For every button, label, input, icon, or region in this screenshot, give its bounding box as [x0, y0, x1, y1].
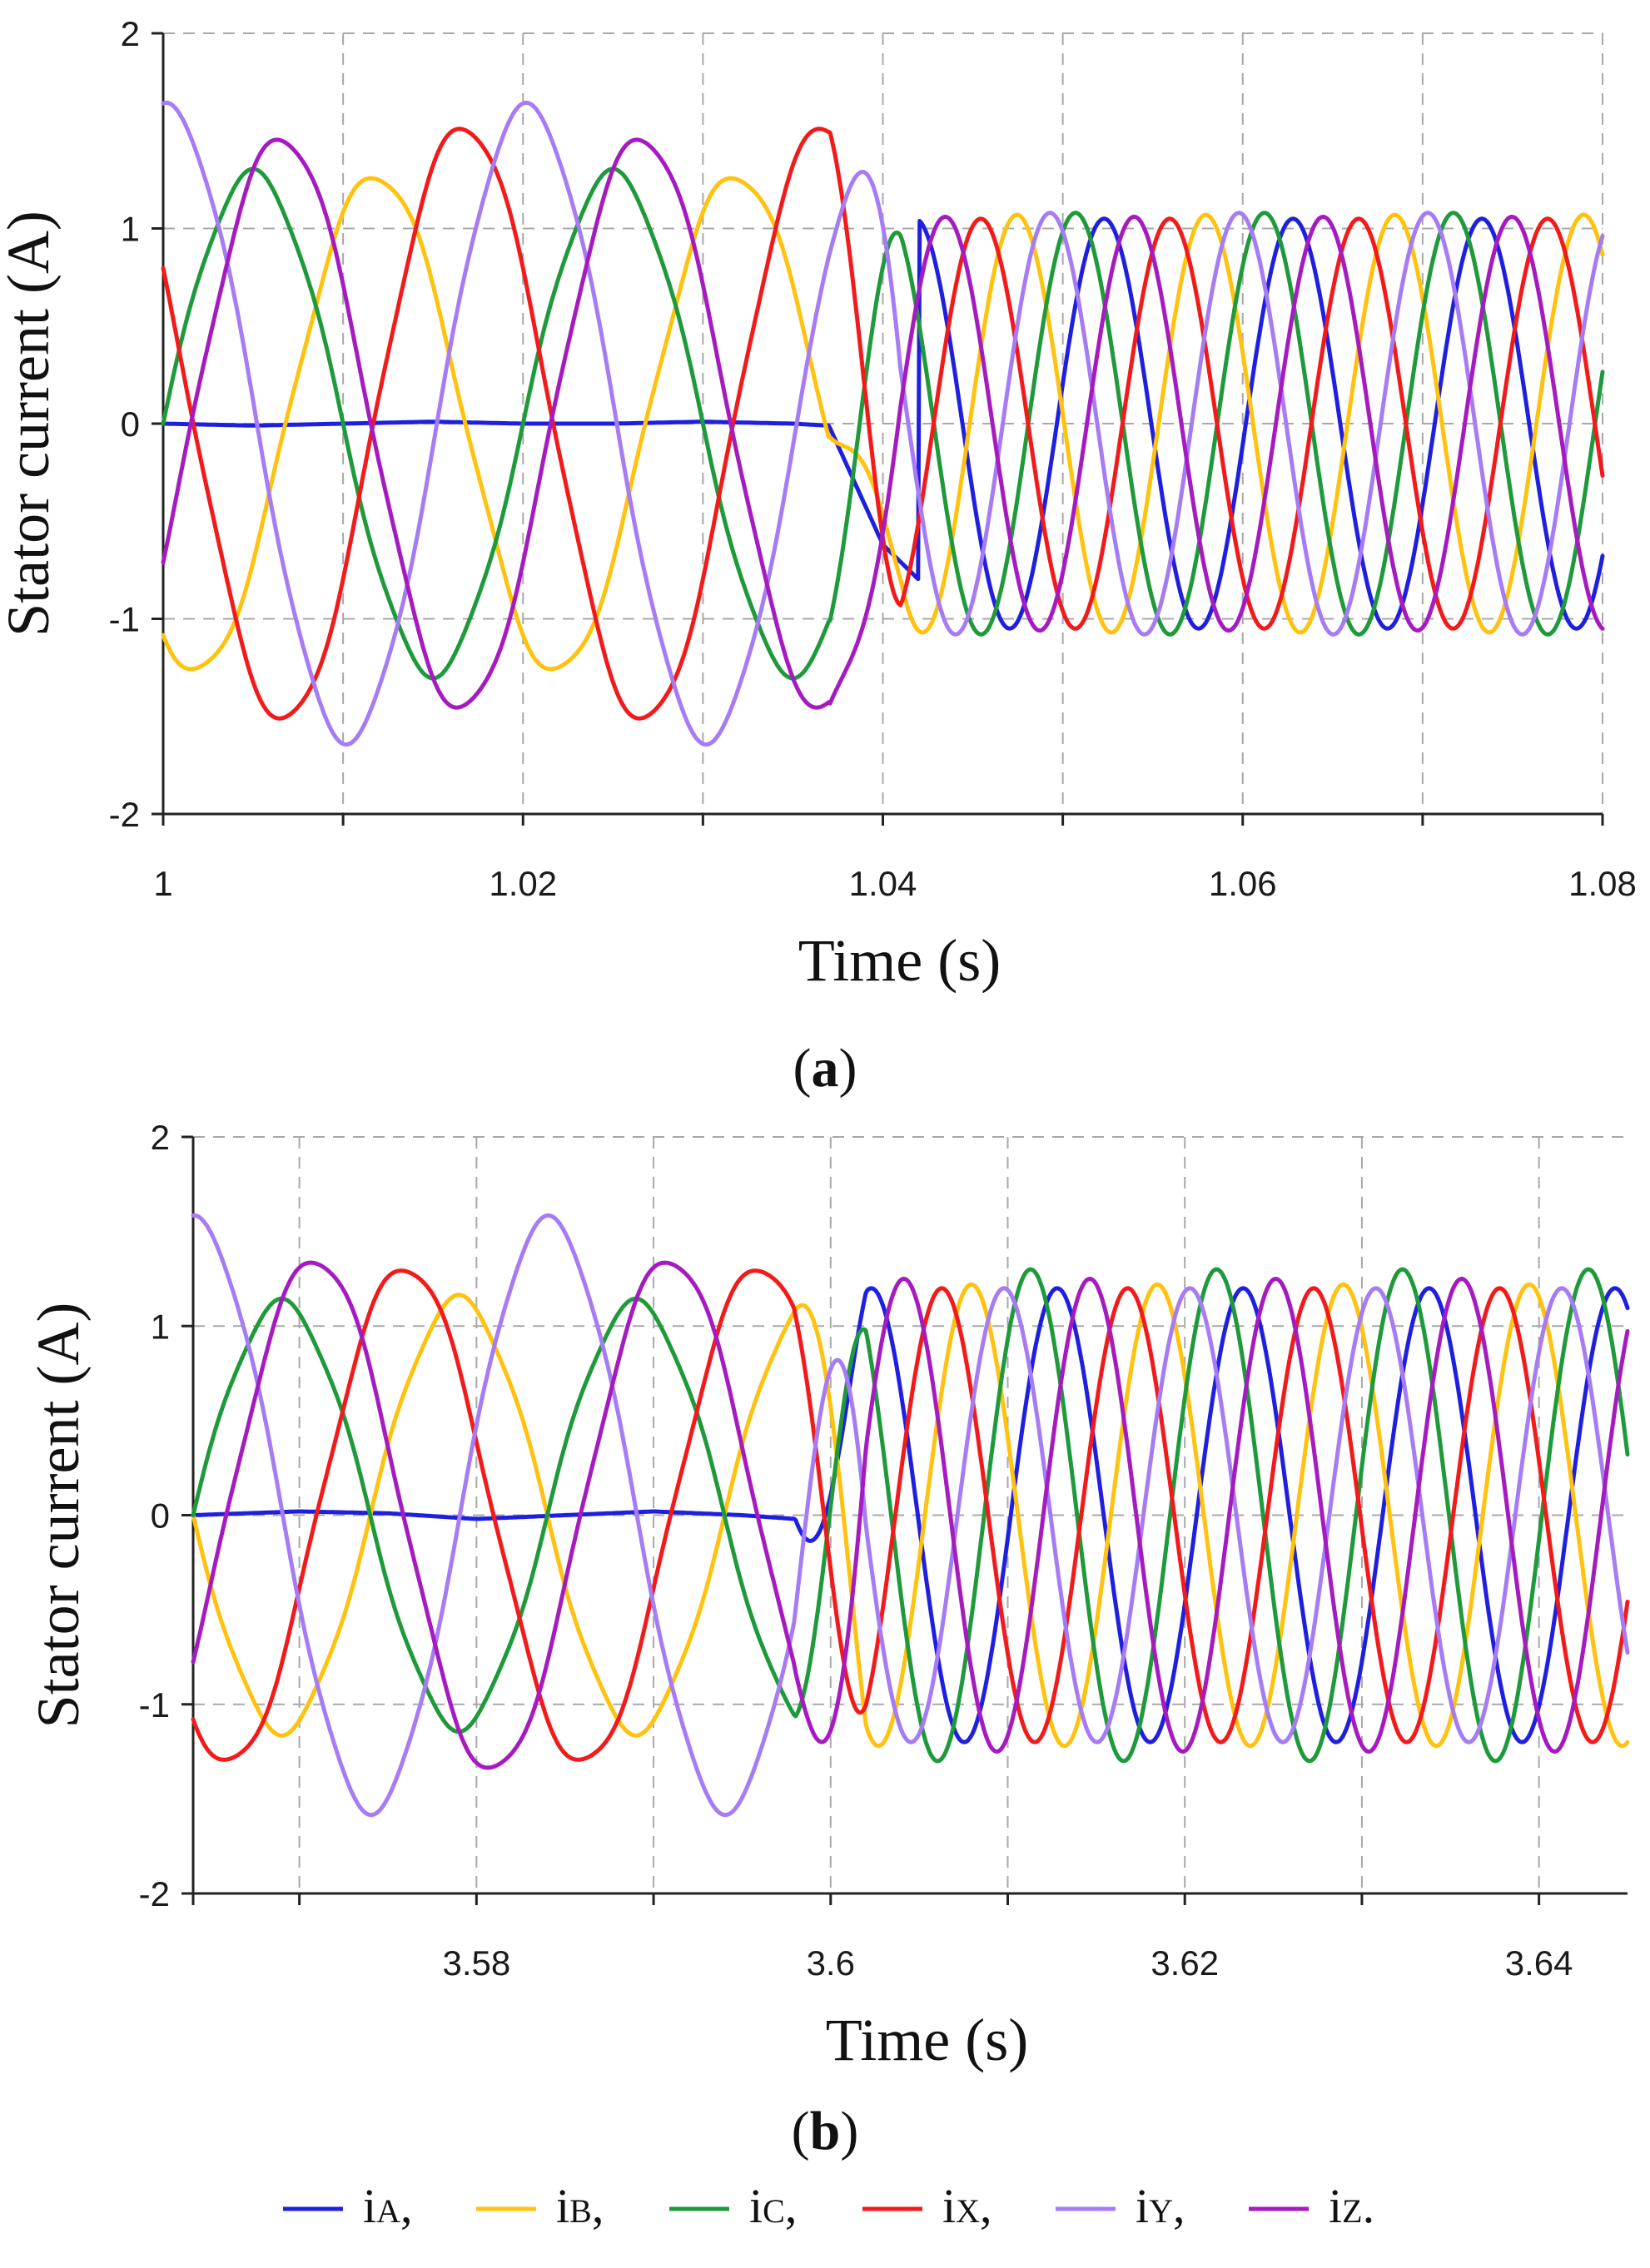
- legend-label-A: iA,: [363, 2179, 413, 2233]
- y-tick-label: 1: [151, 1307, 170, 1346]
- y-tick-label: -1: [139, 1685, 170, 1725]
- x-tick-label: 3.62: [1151, 1943, 1219, 1983]
- legend-label-C: iC,: [749, 2179, 797, 2233]
- x-tick-label: 1.02: [489, 864, 557, 903]
- y-tick-label: 0: [151, 1496, 170, 1536]
- series-line-iC: [191, 1267, 1630, 1764]
- series-line-iB: [161, 176, 1605, 672]
- y-tick-label: 1: [121, 210, 140, 249]
- chart-a: -2 -1 0 1 2 1 1.02 1.04 1.06 1.08 Time (s) Stator c…: [0, 14, 1637, 994]
- legend-label-Y: iY,: [1136, 2179, 1185, 2233]
- legend-label-X: iX,: [942, 2179, 992, 2233]
- caption-b: (b): [792, 2101, 859, 2161]
- series-line-iA: [191, 1286, 1630, 1744]
- legend-label-B: iB,: [556, 2179, 604, 2233]
- y-tick-label: 2: [121, 14, 140, 53]
- series-line-iC: [161, 166, 1605, 681]
- x-tick-label: 1: [153, 864, 172, 903]
- x-tick-label: 3.6: [807, 1943, 855, 1983]
- series-line-iZ: [191, 1260, 1630, 1770]
- x-tick-label: 1.06: [1209, 864, 1277, 903]
- x-tick-label: 3.64: [1505, 1943, 1573, 1983]
- series-line-iB: [191, 1282, 1630, 1749]
- legend: iA, iB, iC, iX, iY, iZ.: [283, 2179, 1374, 2233]
- y-tick-label: -1: [109, 600, 140, 639]
- series-line-iY: [191, 1213, 1630, 1818]
- y-axis-label: Stator current (A): [0, 211, 62, 637]
- x-tick-label: 3.58: [442, 1943, 510, 1983]
- series-line-iZ: [161, 137, 1605, 710]
- legend-label-Z: iZ.: [1329, 2179, 1374, 2233]
- x-axis-label: Time (s): [826, 2007, 1028, 2073]
- y-axis-label: Stator current (A): [25, 1303, 92, 1729]
- chart-b: -2 -1 0 1 2 3.58 3.6 3.62 3.64 Time (s) Stator cur…: [25, 1118, 1630, 2073]
- y-tick-label: 2: [151, 1118, 170, 1157]
- x-tick-label: 1.08: [1568, 864, 1637, 903]
- x-tick-label: 1.04: [849, 864, 917, 903]
- y-tick-label: 0: [121, 404, 140, 444]
- series-line-iY: [161, 100, 1605, 747]
- y-tick-label: -2: [109, 795, 140, 834]
- x-axis-label: Time (s): [798, 927, 1001, 994]
- y-tick-label: -2: [139, 1874, 170, 1913]
- caption-a: (a): [793, 1038, 857, 1099]
